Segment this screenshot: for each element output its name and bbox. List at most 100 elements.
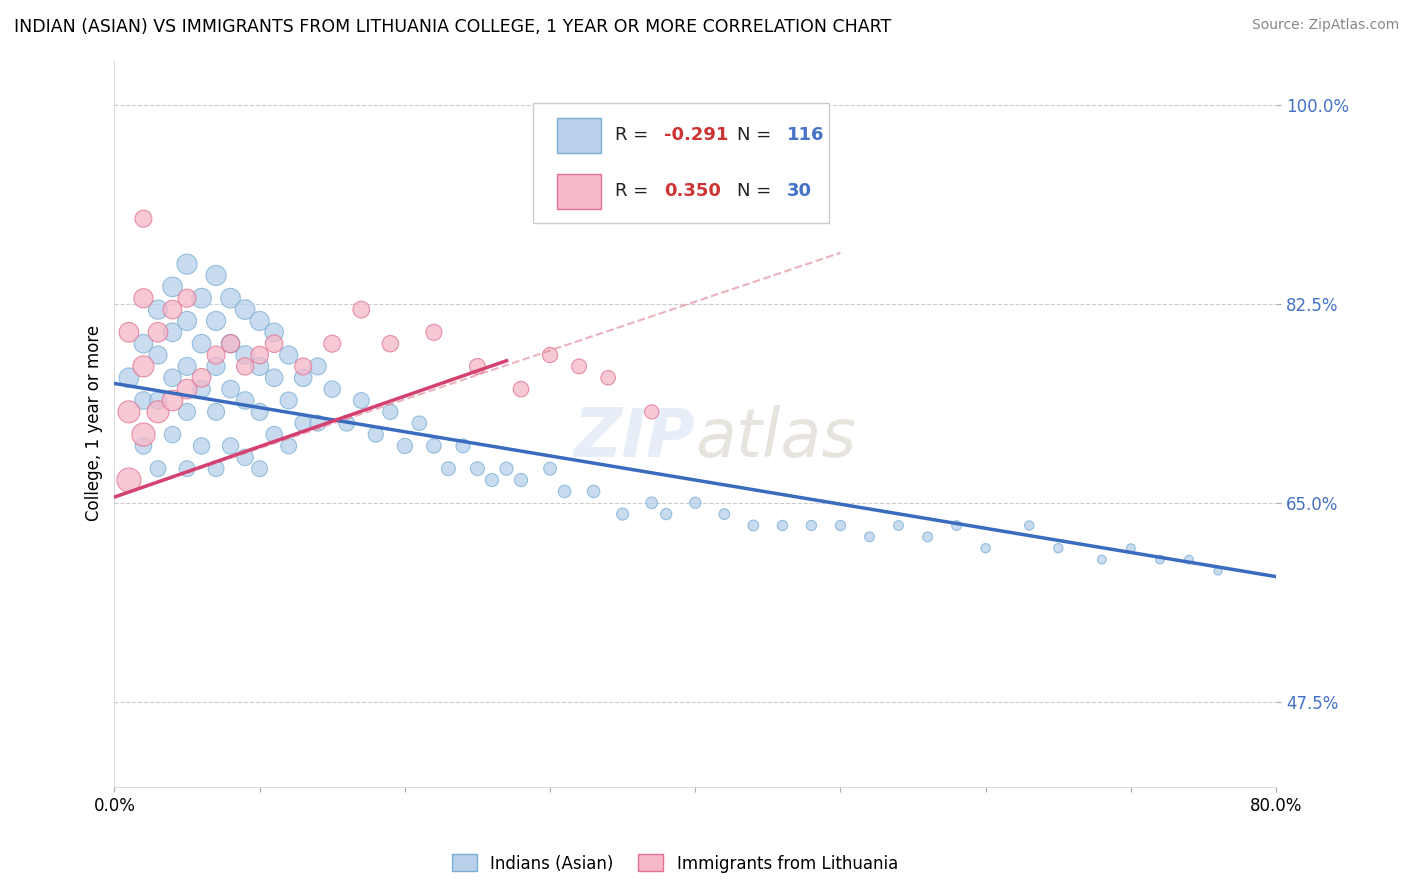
Point	[408, 416, 430, 430]
Point	[394, 439, 416, 453]
Point	[233, 393, 256, 408]
Point	[481, 473, 503, 487]
FancyBboxPatch shape	[533, 103, 830, 223]
Point	[132, 336, 155, 351]
Point	[350, 302, 373, 317]
Point	[205, 405, 228, 419]
Point	[176, 382, 198, 396]
Point	[263, 326, 285, 340]
Bar	[557, 118, 602, 153]
Bar	[557, 174, 602, 209]
Point	[800, 518, 823, 533]
Point	[162, 371, 184, 385]
Point	[510, 382, 533, 396]
Point	[1178, 552, 1201, 566]
Point	[219, 336, 242, 351]
Point	[233, 302, 256, 317]
Point	[1206, 564, 1229, 578]
Point	[263, 427, 285, 442]
Point	[1047, 541, 1070, 556]
Point	[190, 382, 212, 396]
Point	[132, 393, 155, 408]
Point	[176, 314, 198, 328]
Point	[205, 268, 228, 283]
Point	[307, 359, 329, 374]
Point	[437, 461, 460, 475]
Point	[538, 461, 561, 475]
Point	[467, 461, 489, 475]
Point	[118, 473, 141, 487]
Point	[132, 291, 155, 305]
Point	[132, 427, 155, 442]
Point	[568, 359, 591, 374]
Point	[858, 530, 880, 544]
Point	[176, 257, 198, 271]
Point	[118, 326, 141, 340]
Point	[176, 291, 198, 305]
Point	[336, 416, 359, 430]
Point	[467, 359, 489, 374]
Point	[249, 359, 271, 374]
Point	[582, 484, 605, 499]
Point	[233, 450, 256, 465]
Point	[612, 507, 634, 521]
Point	[364, 427, 387, 442]
Point	[641, 496, 664, 510]
Point	[307, 416, 329, 430]
Point	[205, 359, 228, 374]
Point	[118, 405, 141, 419]
Point	[277, 393, 299, 408]
Point	[321, 382, 343, 396]
Point	[1119, 541, 1142, 556]
Point	[162, 393, 184, 408]
Point	[292, 371, 315, 385]
Point	[205, 461, 228, 475]
Point	[190, 371, 212, 385]
Text: N =: N =	[737, 182, 778, 200]
Point	[162, 280, 184, 294]
Point	[770, 518, 793, 533]
Point	[830, 518, 852, 533]
Point	[162, 302, 184, 317]
Y-axis label: College, 1 year or more: College, 1 year or more	[86, 326, 103, 521]
Point	[146, 326, 169, 340]
Text: ZIP: ZIP	[574, 405, 695, 471]
Point	[713, 507, 735, 521]
Point	[249, 461, 271, 475]
Point	[350, 393, 373, 408]
Point	[190, 439, 212, 453]
Point	[451, 439, 474, 453]
Point	[162, 427, 184, 442]
Point	[1149, 552, 1171, 566]
Point	[277, 439, 299, 453]
Text: R =: R =	[614, 182, 654, 200]
Text: -0.291: -0.291	[664, 127, 728, 145]
Point	[554, 484, 576, 499]
Point	[380, 336, 402, 351]
Text: 116: 116	[787, 127, 824, 145]
Point	[263, 371, 285, 385]
Point	[146, 393, 169, 408]
Point	[292, 359, 315, 374]
Point	[742, 518, 765, 533]
Point	[118, 371, 141, 385]
Point	[974, 541, 997, 556]
Point	[1018, 518, 1040, 533]
Point	[146, 405, 169, 419]
Point	[219, 291, 242, 305]
Point	[190, 336, 212, 351]
Point	[292, 416, 315, 430]
Text: INDIAN (ASIAN) VS IMMIGRANTS FROM LITHUANIA COLLEGE, 1 YEAR OR MORE CORRELATION : INDIAN (ASIAN) VS IMMIGRANTS FROM LITHUA…	[14, 18, 891, 36]
Point	[1091, 552, 1114, 566]
Point	[263, 336, 285, 351]
Point	[146, 348, 169, 362]
Point	[219, 439, 242, 453]
Point	[641, 405, 664, 419]
Point	[887, 518, 910, 533]
Point	[423, 326, 446, 340]
Point	[162, 326, 184, 340]
Point	[683, 496, 706, 510]
Point	[510, 473, 533, 487]
Text: atlas: atlas	[695, 405, 856, 471]
Point	[655, 507, 678, 521]
